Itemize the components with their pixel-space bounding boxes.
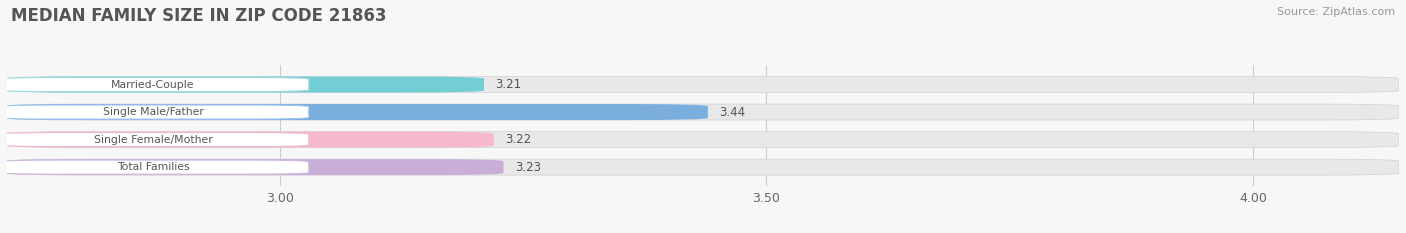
FancyBboxPatch shape: [7, 104, 1399, 120]
Text: Source: ZipAtlas.com: Source: ZipAtlas.com: [1277, 7, 1395, 17]
Text: MEDIAN FAMILY SIZE IN ZIP CODE 21863: MEDIAN FAMILY SIZE IN ZIP CODE 21863: [11, 7, 387, 25]
Text: Single Female/Mother: Single Female/Mother: [94, 135, 212, 145]
FancyBboxPatch shape: [7, 76, 484, 93]
FancyBboxPatch shape: [0, 160, 309, 174]
FancyBboxPatch shape: [7, 132, 494, 147]
Text: Married-Couple: Married-Couple: [111, 79, 195, 89]
FancyBboxPatch shape: [7, 132, 1399, 147]
Text: Single Male/Father: Single Male/Father: [103, 107, 204, 117]
FancyBboxPatch shape: [7, 159, 1399, 175]
Text: 3.21: 3.21: [496, 78, 522, 91]
FancyBboxPatch shape: [7, 76, 1399, 93]
Text: 3.22: 3.22: [505, 133, 531, 146]
Text: 3.23: 3.23: [515, 161, 541, 174]
FancyBboxPatch shape: [7, 159, 503, 175]
FancyBboxPatch shape: [7, 104, 707, 120]
Text: Total Families: Total Families: [117, 162, 190, 172]
FancyBboxPatch shape: [0, 105, 309, 119]
FancyBboxPatch shape: [0, 133, 309, 147]
Text: 3.44: 3.44: [720, 106, 745, 119]
FancyBboxPatch shape: [0, 78, 309, 92]
